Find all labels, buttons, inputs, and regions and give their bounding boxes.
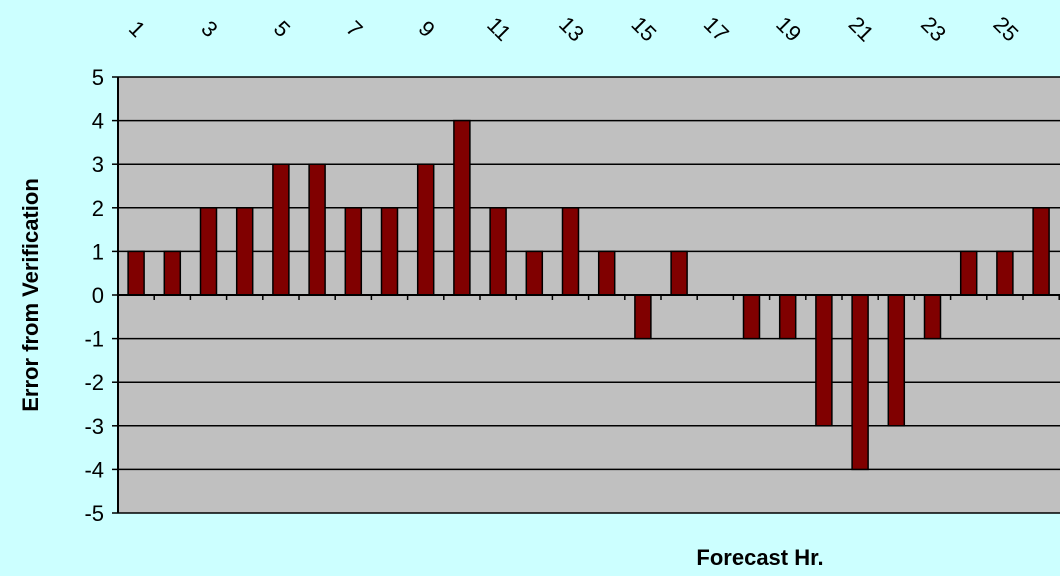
bar: [163, 250, 182, 296]
bar: [597, 250, 616, 296]
y-tick-label: 1: [92, 239, 104, 264]
y-tick-label: -3: [84, 414, 104, 439]
axes: [117, 77, 1060, 513]
bar: [235, 207, 254, 296]
x-axis-title: Forecast Hr.: [696, 545, 823, 570]
bar: [1032, 207, 1050, 296]
y-tick-label: 2: [92, 196, 104, 221]
bar: [851, 294, 869, 471]
y-tick-label: -5: [84, 501, 104, 526]
y-tick-label: -2: [84, 370, 104, 395]
x-tick-label: 1: [124, 16, 150, 42]
bar: [561, 207, 580, 296]
x-tick-labels: 13579111315171921232527: [124, 11, 1023, 46]
x-tick-label: 15: [626, 11, 661, 46]
bar: [959, 250, 978, 296]
bar: [199, 207, 218, 296]
y-tick-labels: 5 4 3 2 1 0 -1 -2 -3 -4 -5: [84, 65, 104, 526]
bar: [308, 163, 326, 296]
bar: [742, 294, 761, 340]
bar: [127, 250, 145, 296]
bar: [272, 163, 290, 296]
bar: [670, 250, 688, 296]
bar: [380, 207, 399, 296]
y-tick-label: 0: [92, 283, 104, 308]
bar: [634, 294, 652, 340]
bar: [887, 294, 906, 427]
x-tick-label: 17: [699, 11, 734, 46]
y-axis-title: Error from Verification: [18, 178, 43, 412]
bar: [923, 294, 942, 340]
y-tick-label: 4: [92, 109, 104, 134]
bar: [489, 207, 507, 296]
bar: [416, 163, 435, 296]
bar: [815, 294, 833, 427]
x-tick-label: 13: [554, 11, 589, 46]
y-tick-label: 3: [92, 152, 104, 177]
bar: [453, 119, 471, 296]
y-tick-label: -4: [84, 457, 104, 482]
x-tick-label: 5: [269, 16, 295, 42]
bars: [127, 119, 1050, 471]
x-tick-label: 25: [988, 11, 1023, 46]
x-tick-label: 11: [482, 12, 516, 46]
bar: [525, 250, 544, 296]
x-tick-label: 7: [341, 16, 367, 42]
bar: [344, 207, 363, 296]
y-tick-label: -1: [84, 327, 104, 352]
bar: [996, 250, 1014, 296]
x-tick-label: 3: [196, 16, 222, 42]
y-tick-label: 5: [92, 65, 104, 90]
x-tick-label: 23: [916, 11, 951, 46]
x-tick-label: 9: [414, 16, 440, 42]
x-tick-label: 19: [771, 11, 806, 46]
bar: [778, 294, 797, 340]
x-tick-label: 21: [844, 11, 879, 46]
